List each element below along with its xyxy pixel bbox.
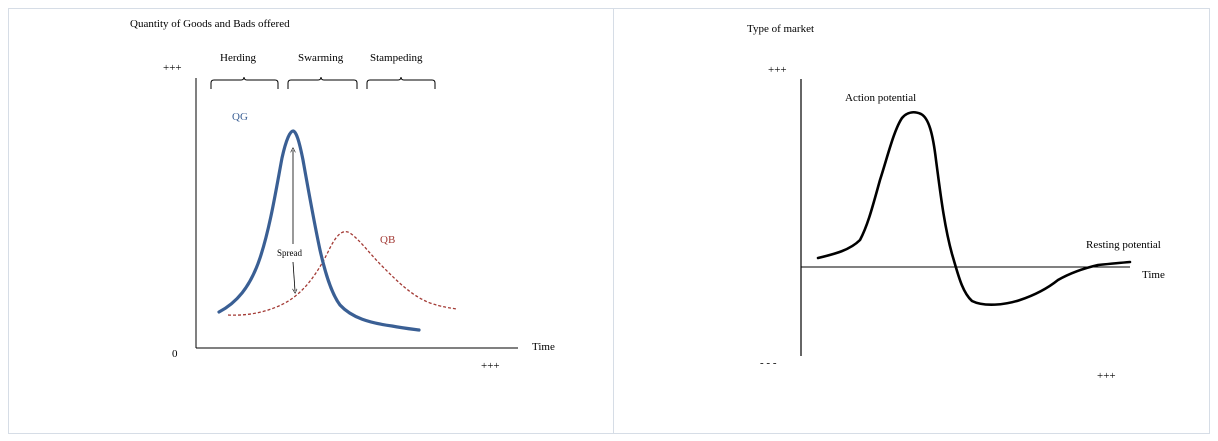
qb-label: QB	[380, 234, 395, 246]
brace-swarming	[287, 76, 358, 89]
right-y-min-label: - - -	[760, 357, 777, 369]
right-x-max-label: +++	[1097, 370, 1116, 382]
resting-potential-label: Resting potential	[1086, 239, 1161, 251]
qg-curve	[217, 129, 421, 332]
spread-arrow-down	[293, 261, 295, 291]
phase-label-swarming: Swarming	[298, 52, 344, 64]
phase-label-herding: Herding	[220, 52, 257, 64]
left-y-max-label: +++	[163, 62, 182, 74]
action-potential-curve	[816, 111, 1132, 306]
brace-herding	[210, 76, 279, 89]
phase-label-stampeding: Stampeding	[370, 52, 423, 64]
right-y-max-label: +++	[768, 64, 787, 76]
figure-frame	[8, 8, 1210, 434]
left-x-max-label: +++	[481, 360, 500, 372]
action-potential-label: Action potential	[845, 92, 916, 104]
left-y-axis-title: Quantity of Goods and Bads offered	[130, 18, 290, 30]
left-x-axis-label: Time	[532, 341, 555, 353]
qg-label: QG	[232, 111, 248, 123]
qb-curve	[227, 231, 458, 316]
right-diagram: Type of market +++ - - - Time +++ Action…	[747, 23, 1165, 382]
panel-divider	[613, 8, 614, 434]
brace-stampeding	[366, 76, 436, 89]
right-y-axis-title: Type of market	[747, 23, 814, 35]
left-diagram: Quantity of Goods and Bads offered +++ 0…	[130, 18, 555, 372]
spread-label: Spread	[277, 248, 302, 258]
right-x-axis-label: Time	[1142, 269, 1165, 281]
left-origin-label: 0	[172, 348, 178, 360]
